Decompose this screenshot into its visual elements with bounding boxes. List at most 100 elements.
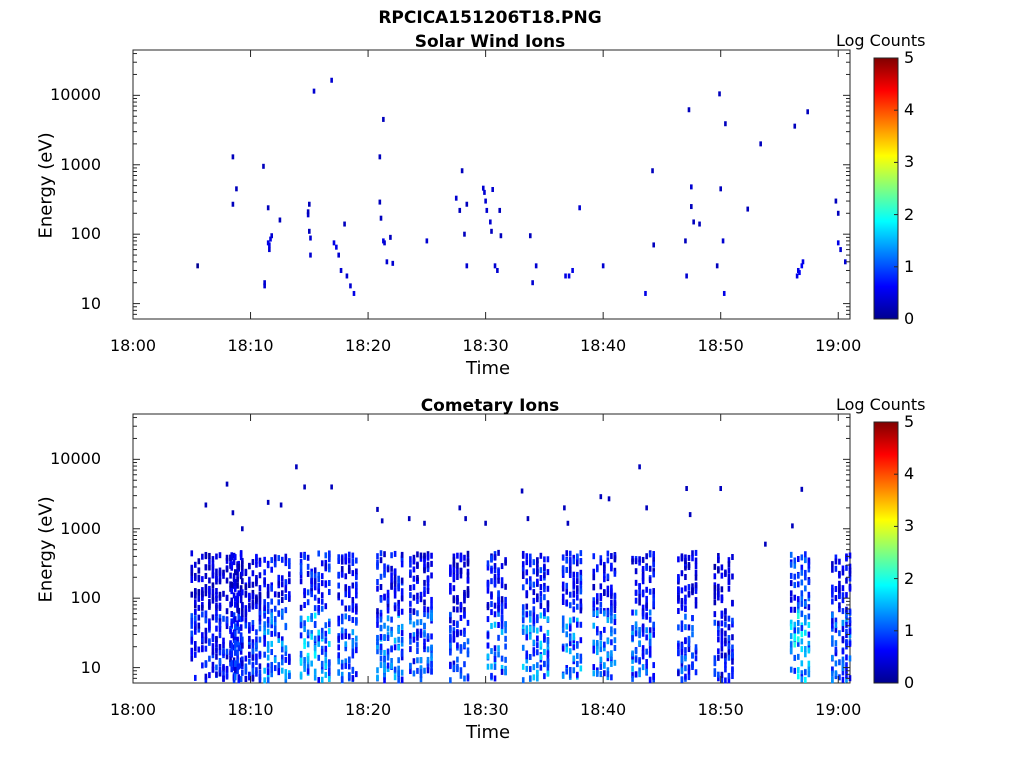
y-tick-label: 10000 [50, 85, 101, 105]
data-cell [834, 660, 838, 667]
data-cell [807, 595, 811, 602]
data-cell [466, 591, 470, 598]
data-cell [409, 632, 412, 639]
data-cell [568, 567, 572, 574]
data-cell [355, 617, 358, 624]
data-cell [490, 567, 493, 574]
data-cell [543, 572, 546, 579]
data-cell [284, 673, 288, 680]
x-tick-label: 18:00 [109, 336, 157, 355]
data-cell [426, 612, 430, 619]
data-cell [248, 658, 251, 665]
data-cell [466, 572, 470, 579]
data-cell [652, 591, 656, 598]
data-cell [456, 552, 459, 559]
colorbar-tick-label: 4 [904, 464, 915, 484]
data-cell [579, 588, 583, 595]
data-cell [536, 578, 539, 585]
data-cell [284, 649, 288, 656]
data-cell [308, 201, 311, 207]
data-cell [317, 635, 321, 642]
data-cell [561, 645, 565, 652]
data-cell [638, 583, 641, 590]
data-cell [652, 601, 656, 608]
data-cell [543, 586, 546, 593]
data-cell [713, 563, 717, 570]
data-cell [576, 617, 579, 624]
data-cell [800, 660, 804, 667]
data-cell [416, 628, 419, 635]
data-cell [241, 636, 244, 643]
data-cell [727, 654, 731, 661]
data-cell [731, 644, 734, 651]
data-cell [258, 669, 262, 676]
data-cell [236, 649, 239, 656]
data-cell [528, 610, 532, 617]
data-cell [255, 641, 258, 648]
data-cell [273, 656, 277, 663]
data-cell [299, 572, 303, 579]
data-cell [225, 648, 229, 655]
data-cell [208, 599, 211, 606]
data-cell [385, 259, 389, 265]
data-cell [324, 559, 328, 566]
data-cell [299, 622, 303, 629]
data-cell [713, 599, 717, 606]
data-cell [299, 552, 303, 559]
data-cell [430, 602, 433, 609]
data-cell [218, 567, 222, 574]
data-cell [539, 552, 543, 559]
data-cell [793, 606, 797, 613]
data-cell [724, 661, 727, 668]
data-cell [423, 631, 426, 638]
data-cell [313, 584, 317, 591]
data-cell [306, 570, 310, 577]
data-cell [525, 665, 529, 672]
data-cell [255, 667, 258, 674]
data-cell [493, 551, 497, 558]
data-cell [248, 635, 251, 642]
data-cell [344, 573, 348, 580]
data-cell [631, 657, 634, 664]
data-cell [572, 616, 576, 623]
data-cell [466, 651, 470, 658]
data-cell [490, 601, 493, 608]
data-cell [800, 569, 804, 576]
data-cell [565, 550, 569, 557]
data-cell [222, 664, 225, 671]
data-cell [284, 553, 288, 560]
data-cell [684, 554, 687, 561]
data-cell [493, 611, 497, 618]
data-cell [539, 596, 543, 603]
data-cell [236, 658, 239, 665]
data-cell [520, 488, 524, 494]
data-cell [561, 615, 565, 622]
data-cell [603, 645, 606, 652]
data-cell [641, 566, 645, 573]
data-cell [452, 557, 456, 564]
data-cell [299, 673, 303, 680]
data-cell [386, 607, 390, 614]
data-cell [610, 617, 613, 624]
data-cell [397, 580, 400, 587]
data-cell [565, 582, 569, 589]
data-cell [677, 670, 680, 677]
data-cell [843, 259, 847, 265]
data-cell [284, 560, 288, 567]
data-cell [848, 585, 852, 592]
data-cell [280, 636, 284, 643]
data-cell [237, 608, 241, 615]
data-cell [572, 591, 576, 598]
data-cell [841, 656, 845, 663]
data-cell [521, 644, 525, 651]
data-cell [266, 677, 270, 684]
data-cell [638, 559, 641, 566]
data-cell [215, 587, 218, 594]
data-cell [641, 650, 645, 657]
data-cell [340, 618, 344, 625]
data-cell [248, 576, 251, 583]
data-cell [796, 596, 800, 603]
data-cell [241, 560, 244, 567]
data-cell [543, 635, 546, 642]
data-cell [694, 669, 698, 676]
